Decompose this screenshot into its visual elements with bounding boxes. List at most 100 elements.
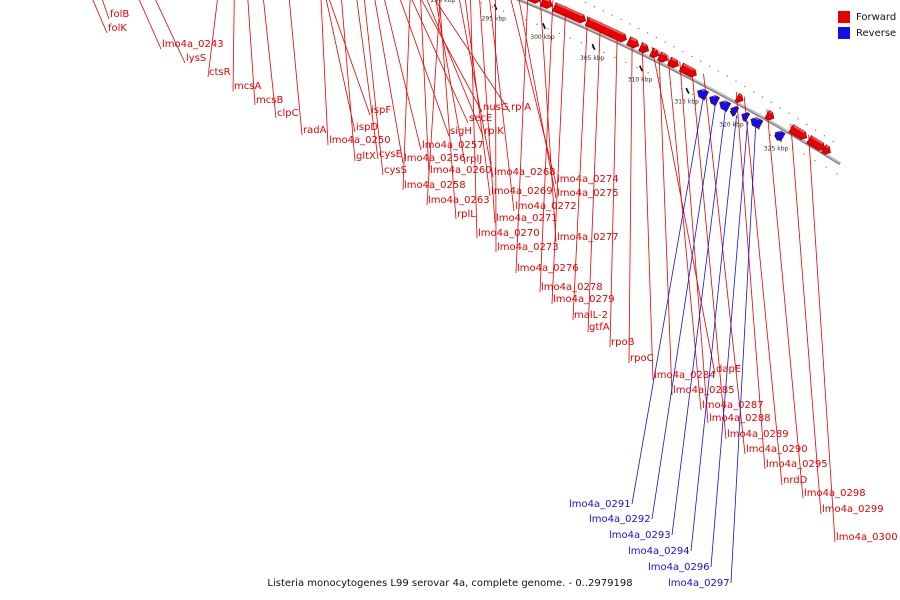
leader-line [364, 0, 384, 176]
leader-line [374, 0, 404, 164]
gene-label: lmo4a_0269 [491, 186, 553, 197]
leader-line [628, 37, 633, 364]
leader-line [539, 0, 554, 293]
gene-label: lmo4a_0287 [702, 400, 764, 411]
gene-label: lmo4a_0275 [557, 188, 619, 199]
forward-gene [806, 135, 825, 151]
legend-item-reverse: Reverse [838, 25, 896, 41]
outer-dotted-track [585, 1, 834, 143]
leader-line [263, 0, 277, 119]
forward-gene [821, 144, 831, 155]
gene-label: lmo4a_0270 [478, 228, 540, 239]
track-dot [602, 10, 604, 12]
forward-gene [788, 124, 808, 140]
leader-line [329, 0, 371, 116]
gene-label: dapE [716, 364, 741, 375]
leader-line [341, 0, 356, 162]
leader-line [690, 115, 737, 552]
gene-label: ispD [356, 122, 378, 133]
track-dot [646, 32, 649, 34]
forward-gene [678, 62, 697, 78]
scale-tick-label: 325 kbp [764, 145, 789, 152]
track-dot [558, 32, 560, 34]
gene-label: lmo4a_0263 [428, 195, 490, 206]
track-dot [536, 23, 538, 25]
leader-line [641, 41, 654, 381]
gene-label: lmo4a_0258 [404, 180, 466, 191]
track-dot [502, 10, 505, 12]
leader-line [518, 0, 557, 199]
leader-line [434, 0, 511, 113]
forward-swatch [838, 11, 850, 23]
gene-label: lmo4a_0292 [589, 514, 651, 525]
label-leader-lines [92, 0, 836, 584]
gene-label: lmo4a_0295 [766, 459, 828, 470]
reverse-gene [719, 99, 732, 112]
gene-label: malL-2 [574, 310, 608, 321]
track-dot [611, 14, 613, 16]
track-dot [780, 140, 783, 143]
track-dot [814, 159, 816, 162]
gene-label: lmo4a_0291 [569, 499, 631, 510]
scale-tick [639, 65, 644, 72]
gene-label: ispF [371, 105, 391, 116]
leader-line [102, 0, 110, 20]
leader-line [671, 109, 726, 536]
track-dot [620, 18, 622, 21]
leader-line [479, 0, 496, 224]
leader-line [743, 96, 783, 486]
forward-gene [764, 110, 775, 121]
leader-line [495, 0, 497, 253]
gene-label: mcsB [256, 95, 283, 106]
gene-label: lmo4a_0299 [822, 504, 884, 515]
gene-label: lmo4a_0298 [804, 488, 866, 499]
track-dot [480, 2, 482, 4]
gene-label: lmo4a_0300 [836, 532, 898, 543]
track-dot [691, 55, 693, 57]
track-dot [491, 6, 494, 8]
track-dot [647, 72, 649, 74]
track-dot [797, 118, 799, 120]
gene-label: lmo4a_0278 [541, 282, 603, 293]
leader-line [426, 0, 441, 206]
leader-line [730, 125, 757, 584]
scale-tick [685, 87, 690, 94]
leader-line [551, 5, 567, 305]
forward-gene [527, 0, 541, 4]
legend-label-forward: Forward [856, 11, 897, 23]
leader-line [470, 0, 478, 239]
track-dot [593, 5, 596, 8]
gene-label: rpoB [611, 337, 635, 348]
gene-label: lmo4a_0289 [727, 429, 789, 440]
track-dot [591, 46, 594, 49]
legend: Forward Reverse [838, 9, 896, 41]
track-dot [547, 28, 549, 30]
gene-label: lmo4a_0260 [430, 165, 492, 176]
genome-backbone-highlight [520, 0, 840, 164]
leader-line [320, 0, 329, 146]
gene-label: clpC [277, 108, 299, 119]
track-dot [726, 75, 728, 77]
scale-tick-label: 320 kbp [719, 121, 744, 128]
gene-label: lmo4a_0277 [557, 232, 619, 243]
track-dot [758, 128, 760, 130]
track-dot [682, 50, 684, 53]
track-dot [779, 107, 781, 109]
track-dot [806, 123, 808, 126]
leader-line [400, 0, 450, 137]
track-dot [614, 56, 616, 59]
leader-line [710, 121, 749, 568]
track-dot [736, 116, 738, 118]
leader-line [402, 0, 411, 191]
genome-backbone [515, 0, 841, 166]
gene-label: lmo4a_0274 [557, 174, 619, 185]
track-dot [638, 27, 640, 29]
forward-gene [649, 47, 660, 59]
reverse-gene [741, 110, 751, 123]
scale-tick-label: 310 kbp [628, 76, 653, 83]
forward-gene [552, 2, 587, 24]
gene-label: lmo4a_0273 [497, 242, 559, 253]
track-dot [703, 99, 705, 101]
track-dot [717, 70, 719, 72]
